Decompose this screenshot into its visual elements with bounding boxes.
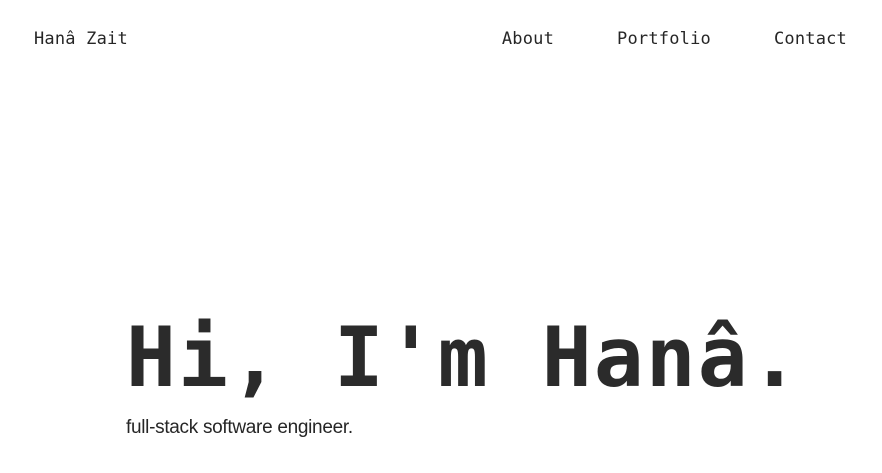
hero-title: Hi, I'm Hanâ.	[126, 309, 802, 406]
brand-link[interactable]: Hanâ Zait	[34, 29, 128, 49]
nav-link-portfolio[interactable]: Portfolio	[617, 29, 711, 49]
hero-section: Hi, I'm Hanâ. full-stack software engine…	[126, 308, 802, 440]
hero-subtitle: full-stack software engineer.	[126, 417, 353, 438]
nav-link-about[interactable]: About	[501, 29, 555, 49]
site-header: Hanâ Zait About Portfolio Contact	[0, 0, 882, 78]
main-nav: About Portfolio Contact	[502, 28, 847, 50]
nav-link-contact[interactable]: Contact	[773, 29, 847, 49]
